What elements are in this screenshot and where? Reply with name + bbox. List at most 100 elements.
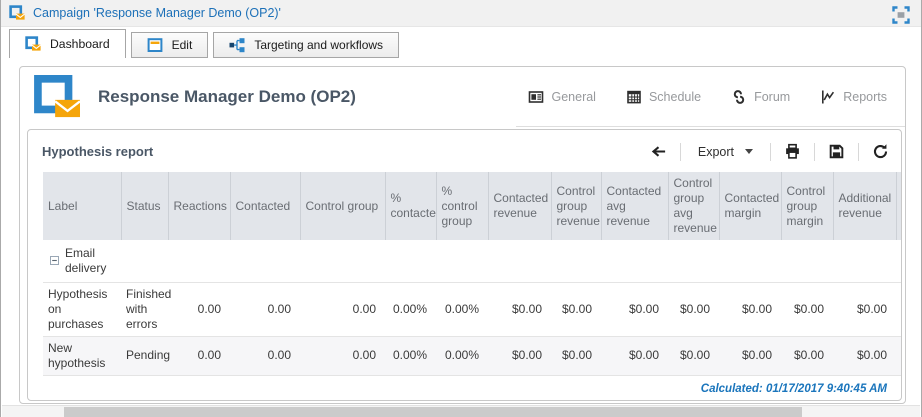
chevron-down-icon: [745, 149, 753, 154]
header-links: General Schedule Forum: [516, 67, 905, 127]
scrollbar-thumb[interactable]: [64, 407, 802, 417]
tab-targeting-workflows[interactable]: Targeting and workflows: [213, 32, 400, 58]
tab-label: Dashboard: [50, 37, 110, 51]
cell-contacted-avg-revenue: $0.00: [601, 282, 668, 337]
group-label: Email delivery: [65, 245, 107, 275]
tab-label: Edit: [171, 38, 193, 52]
cell-contacted-revenue: $0.00: [488, 282, 551, 337]
tab-label: Targeting and workflows: [254, 38, 384, 52]
cell-label: Hypothesis on purchases: [43, 282, 121, 337]
col-control-group-margin: Control group margin: [781, 172, 834, 240]
back-button[interactable]: [646, 141, 671, 162]
cell-additional-revenue: $0.00: [833, 336, 896, 376]
table-header-row: Label Status Reactions Contacted Control…: [43, 172, 901, 240]
schedule-label: Schedule: [648, 89, 702, 104]
toolbar-divider: [814, 142, 815, 161]
cell-control-group: 0.00: [300, 282, 385, 337]
cell-control-group-margin: $0.00: [781, 336, 833, 376]
window-title-bar: Campaign 'Response Manager Demo (OP2)': [1, 0, 921, 27]
col-additional-margin-truncated: A m: [896, 172, 901, 240]
forum-icon: [733, 89, 745, 104]
table-row[interactable]: New hypothesis Pending 0.00 0.00 0.00 0.…: [43, 336, 901, 376]
cell-contacted-avg-revenue: $0.00: [601, 336, 668, 376]
cell-status: Pending: [121, 336, 170, 376]
campaign-icon: [34, 75, 81, 118]
col-status: Status: [121, 172, 169, 240]
window-icon: [147, 38, 163, 53]
campaign-icon: [9, 5, 25, 20]
dashboard-panel: Response Manager Demo (OP2) General: [19, 66, 906, 404]
cell-contacted-margin: $0.00: [719, 336, 781, 376]
cell-label: New hypothesis: [43, 336, 121, 376]
save-button[interactable]: [824, 141, 849, 162]
chart-icon: [822, 90, 835, 103]
col-pct-contacted: % contacted: [385, 172, 437, 240]
export-button[interactable]: Export: [690, 143, 761, 161]
hypothesis-report-panel: Hypothesis report Export: [27, 129, 902, 401]
tab-edit[interactable]: Edit: [130, 32, 209, 58]
refresh-icon: [873, 144, 888, 159]
schedule-link[interactable]: Schedule: [626, 89, 701, 105]
cell-pct-control-group: 0.00%: [436, 336, 488, 376]
refresh-button[interactable]: [868, 141, 893, 162]
printer-icon: [786, 143, 799, 159]
cell-reactions: 0.00: [168, 336, 230, 376]
horizontal-scrollbar[interactable]: [2, 405, 920, 417]
col-pct-control-group: % control group: [436, 172, 489, 240]
fullscreen-button[interactable]: [892, 6, 910, 24]
cell-additional-margin: [896, 336, 901, 376]
page-title: Response Manager Demo (OP2): [98, 87, 356, 106]
report-tools: Export: [646, 141, 893, 162]
print-button[interactable]: [780, 141, 805, 162]
cell-control-group-avg-revenue: $0.00: [668, 336, 719, 376]
cell-pct-contacted: 0.00%: [385, 336, 436, 376]
forum-link[interactable]: Forum: [731, 89, 790, 105]
cell-additional-revenue: $0.00: [833, 282, 896, 337]
calculated-timestamp: Calculated: 01/17/2017 9:40:45 AM: [700, 383, 887, 395]
cell-control-group-margin: $0.00: [781, 282, 833, 337]
collapse-minus-icon[interactable]: [50, 256, 59, 266]
toolbar-divider: [679, 142, 681, 161]
cell-control-group-avg-revenue: $0.00: [668, 282, 719, 337]
table-group-row[interactable]: Email delivery: [43, 240, 901, 283]
cell-contacted-revenue: $0.00: [488, 336, 551, 376]
reports-label: Reports: [843, 89, 887, 104]
cell-control-group: 0.00: [300, 336, 385, 376]
reports-link[interactable]: Reports: [820, 89, 887, 105]
toolbar-divider: [858, 142, 859, 161]
general-link[interactable]: General: [528, 89, 596, 105]
tab-bar: Dashboard Edit Targeting and workflows: [1, 27, 921, 58]
calendar-icon: [627, 90, 641, 103]
fullscreen-icon: [892, 6, 910, 24]
window-title: Campaign 'Response Manager Demo (OP2)': [33, 6, 281, 20]
general-label: General: [551, 89, 596, 104]
back-arrow-icon: [651, 146, 665, 157]
col-contacted-avg-revenue: Contacted avg revenue: [601, 172, 669, 240]
report-toolbar: Hypothesis report Export: [28, 130, 901, 166]
cell-control-group-revenue: $0.00: [551, 336, 601, 376]
col-control-group-avg-revenue: Control group avg revenue: [668, 172, 720, 240]
col-contacted-revenue: Contacted revenue: [488, 172, 552, 240]
col-additional-revenue: Additional revenue: [833, 172, 897, 240]
cell-additional-margin: [896, 282, 901, 337]
general-icon: [529, 90, 544, 103]
col-reactions: Reactions: [168, 172, 231, 240]
cell-status: Finished with errors: [121, 282, 171, 337]
workflow-icon: [229, 38, 245, 53]
report-title: Hypothesis report: [42, 144, 154, 159]
col-contacted-margin: Contacted margin: [719, 172, 782, 240]
cell-pct-control-group: 0.00%: [436, 282, 488, 337]
forum-label: Forum: [754, 89, 791, 104]
save-icon: [829, 144, 844, 159]
col-label: Label: [43, 172, 122, 240]
col-control-group: Control group: [300, 172, 386, 240]
tab-dashboard[interactable]: Dashboard: [9, 29, 126, 58]
hypothesis-table: Label Status Reactions Contacted Control…: [43, 172, 901, 376]
campaign-header: Response Manager Demo (OP2) General: [20, 67, 905, 127]
col-contacted: Contacted: [230, 172, 301, 240]
cell-contacted: 0.00: [230, 282, 300, 337]
cell-pct-contacted: 0.00%: [385, 282, 436, 337]
col-control-group-revenue: Control group revenue: [551, 172, 602, 240]
table-row[interactable]: Hypothesis on purchases Finished with er…: [43, 282, 901, 337]
